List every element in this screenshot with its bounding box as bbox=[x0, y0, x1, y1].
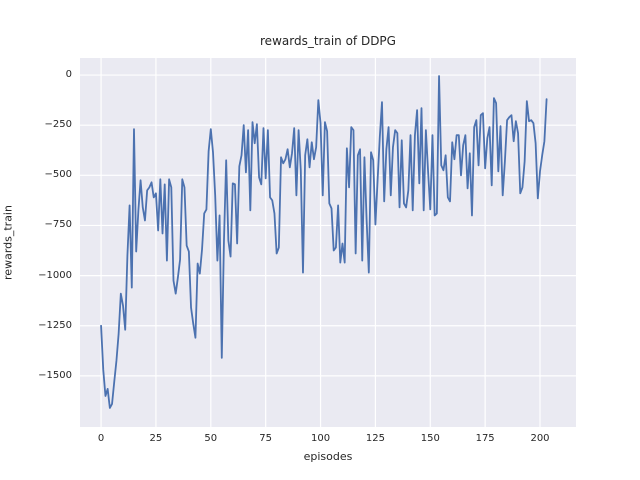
y-tick-label: −1000 bbox=[38, 269, 72, 281]
y-axis-label: rewards_train bbox=[1, 205, 15, 280]
y-tick-label: −500 bbox=[44, 169, 72, 181]
x-tick-label: 125 bbox=[365, 433, 385, 444]
line-chart bbox=[80, 58, 576, 427]
series-line-rewards_train bbox=[100, 75, 548, 409]
y-tick-label: −250 bbox=[44, 119, 72, 131]
y-tick-label: −1500 bbox=[38, 369, 72, 381]
x-tick-label: 100 bbox=[310, 433, 331, 444]
x-tick-label: 150 bbox=[420, 433, 440, 444]
x-axis-label: episodes bbox=[303, 450, 353, 463]
x-tick-label: 0 bbox=[97, 433, 105, 444]
y-tick-label: −1250 bbox=[38, 319, 72, 331]
y-tick-label: −750 bbox=[44, 219, 72, 231]
x-tick-label: 175 bbox=[475, 433, 495, 444]
x-tick-label: 200 bbox=[530, 433, 550, 444]
chart-title: rewards_train of DDPG bbox=[260, 34, 396, 48]
x-tick-label: 25 bbox=[149, 433, 163, 444]
x-tick-label: 75 bbox=[259, 433, 273, 444]
y-tick-label: 0 bbox=[65, 69, 72, 81]
x-tick-label: 50 bbox=[204, 433, 218, 444]
plot-area bbox=[80, 58, 576, 427]
